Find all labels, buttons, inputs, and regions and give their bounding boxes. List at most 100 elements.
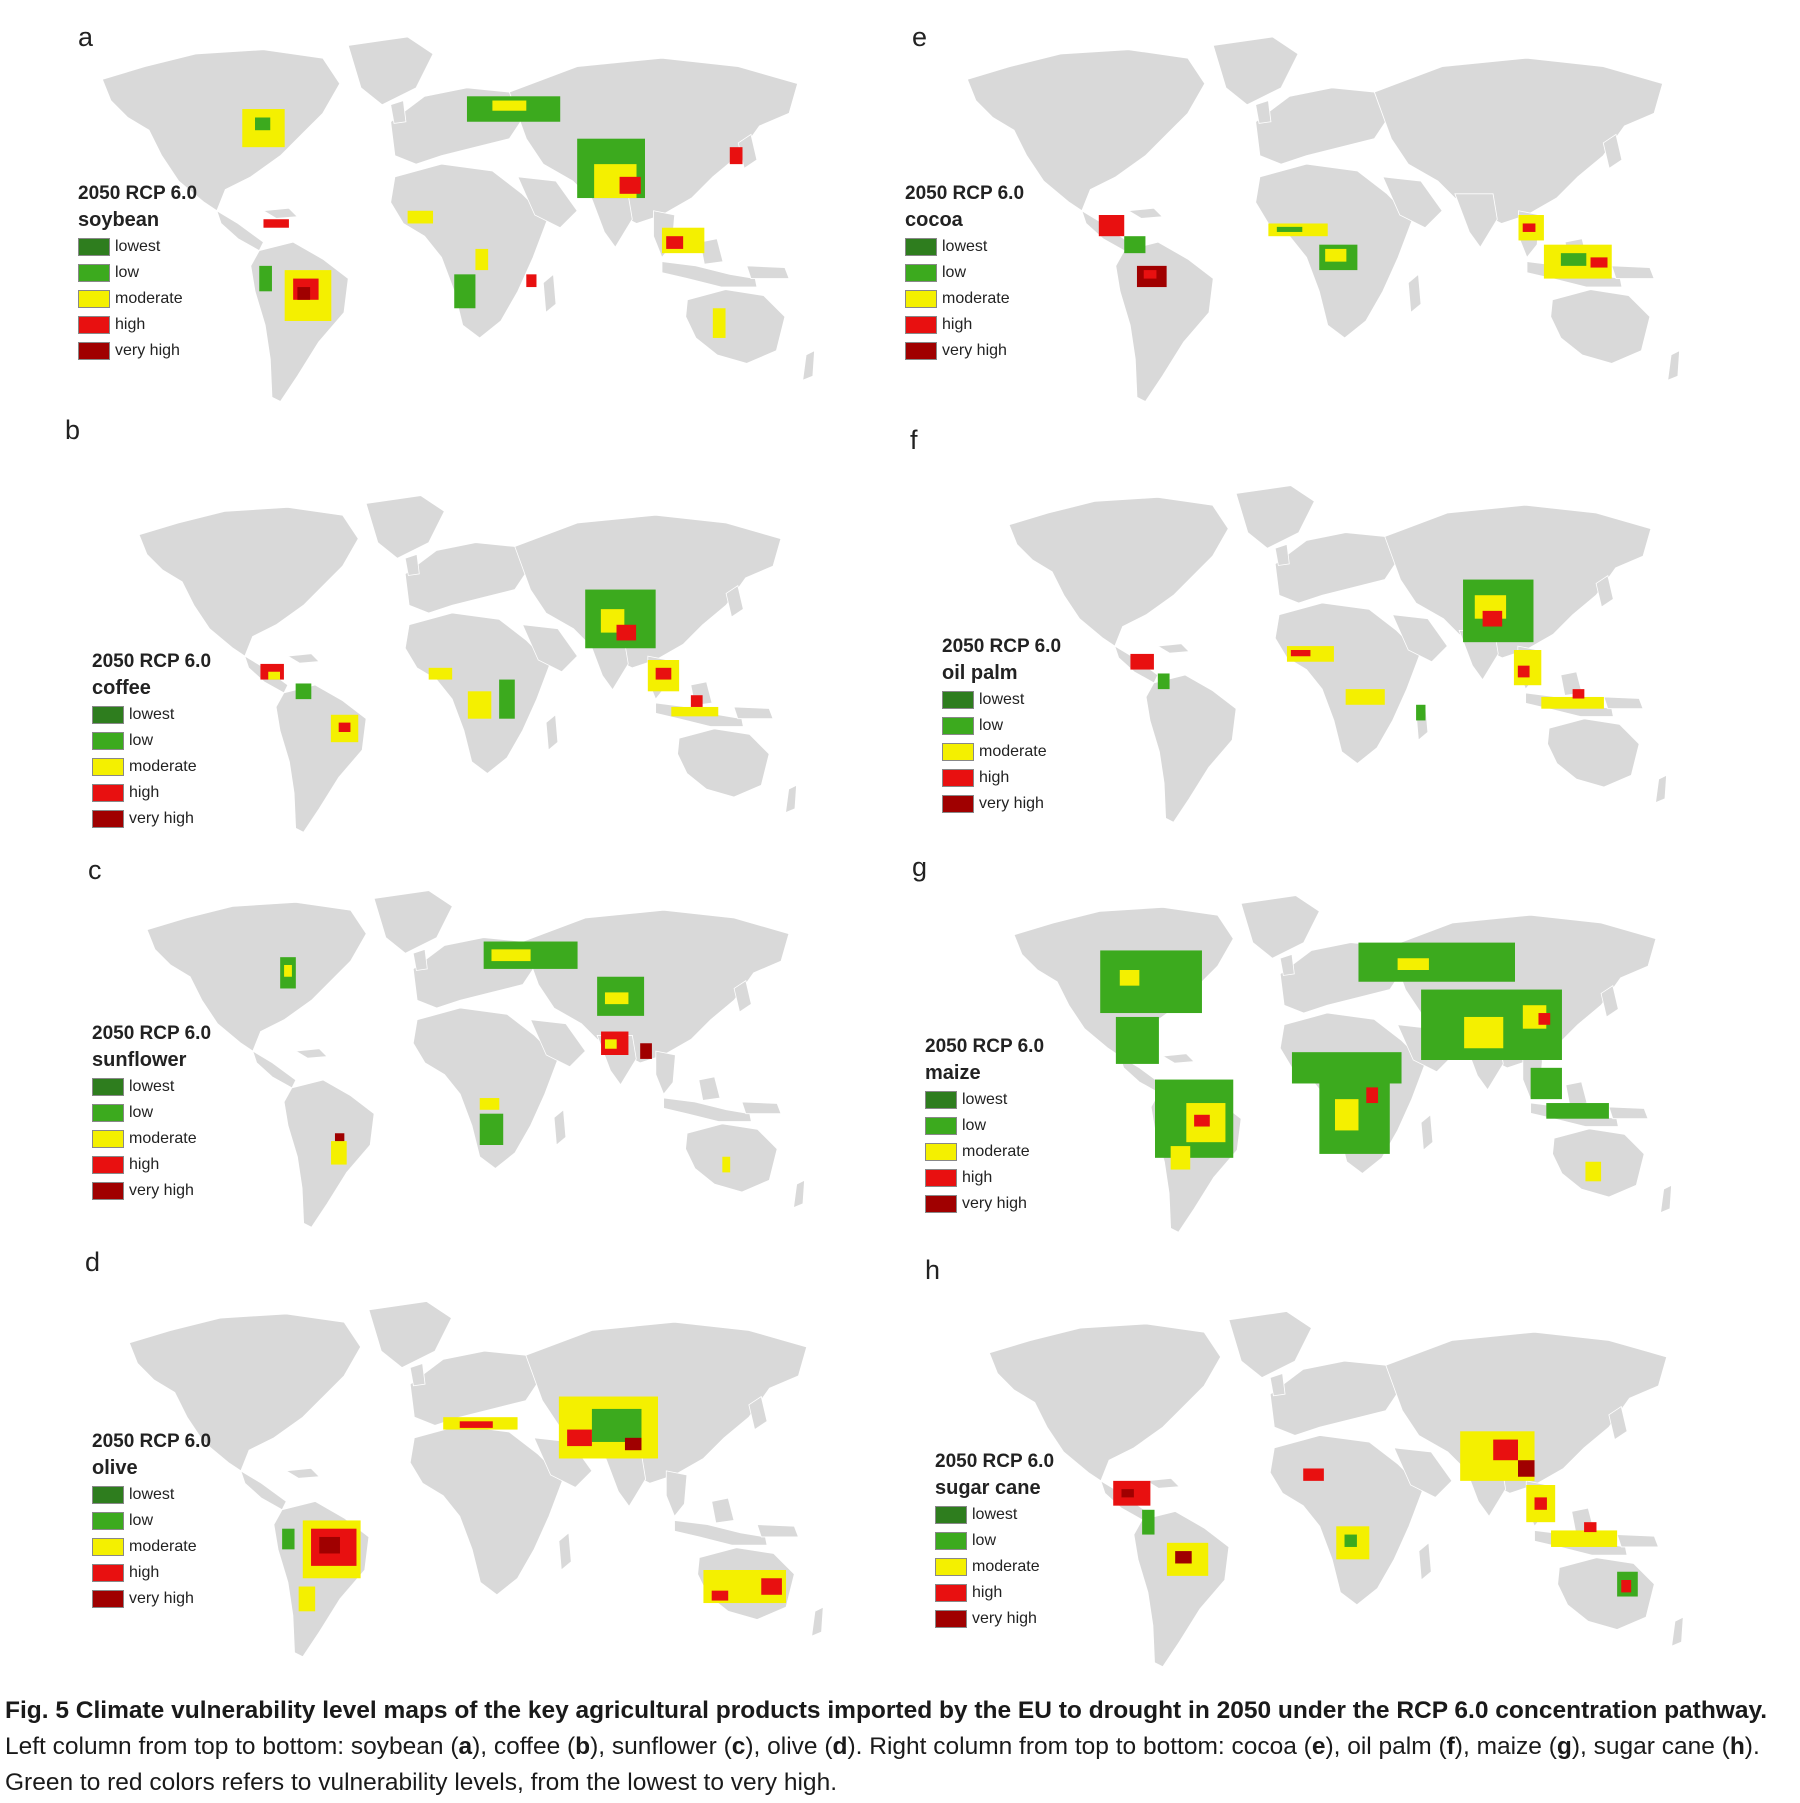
panel-letter-b: b [65,415,81,445]
legend-swatch [905,238,937,256]
legend-swatch [935,1506,967,1524]
legend-item-moderate: moderate [92,754,211,780]
panel-f: f 2050 RCP 6.0 oil palm lowest low moderat… [880,420,1700,823]
legend-crop: maize [925,1062,981,1084]
legend-item-low: low [925,1113,1044,1139]
caption-text: ), sunflower ( [590,1733,732,1760]
legend-swatch [78,290,110,308]
legend-swatch [925,1195,957,1213]
world-map-coffee [138,495,797,833]
panel-d: d 2050 RCP 6.0 olive lowest low moderate hi… [40,1247,860,1658]
legend-label: moderate [129,758,197,775]
panel-g: g 2050 RCP 6.0 maize low [880,852,1700,1250]
legend-soybean: 2050 RCP 6.0 soybean lowest low moderate hi… [78,182,197,364]
vulnerability-patches-sunflower [280,941,731,1173]
legend-item-very-high: very high [905,338,1024,364]
vulnerability-patches-oil-palm [1130,579,1604,721]
caption-text: ), coffee ( [472,1733,576,1760]
legend-item-high: high [925,1165,1044,1191]
legend-label: lowest [962,1091,1008,1108]
legend-item-moderate: moderate [92,1534,211,1560]
caption-ref-d: d [832,1733,848,1760]
legend-label: high [942,316,973,333]
legend-item-lowest: lowest [92,702,211,728]
legend-swatch [935,1584,967,1602]
legend-swatch [942,717,974,735]
legend-label: high [129,784,160,801]
legend-scenario: 2050 RCP 6.0 [78,183,198,204]
legend-item-high: high [78,312,197,338]
vulnerability-patches-olive [282,1396,787,1612]
legend-label: moderate [129,1538,197,1555]
legend-swatch [925,1143,957,1161]
caption-text: ), oil palm ( [1325,1733,1447,1760]
panel-b: b 2050 RCP 6.0 coffee lowest low moderate h… [40,415,860,833]
caption-ref-c: c [731,1733,746,1760]
caption-text: ), olive ( [745,1733,833,1760]
figure-caption: Fig. 5 Climate vulnerability level maps … [5,1693,1795,1801]
legend-swatch [92,1486,124,1504]
legend-crop: oil palm [942,662,1018,684]
legend-rows: lowest low moderate high very high [78,234,197,364]
panel-h: h 2050 RCP 6.0 sugar cane lowest low moder… [880,1255,1700,1668]
legend-rows: lowest low moderate high very high [942,687,1061,817]
legend-scenario: 2050 RCP 6.0 [935,1451,1055,1472]
legend-scenario: 2050 RCP 6.0 [92,1431,212,1452]
legend-scenario: 2050 RCP 6.0 [942,636,1062,657]
legend-swatch [92,1104,124,1122]
legend-label: low [942,264,967,281]
legend-item-moderate: moderate [905,286,1024,312]
world-map-oil-palm [1008,485,1667,823]
legend-item-very-high: very high [92,806,211,832]
caption-text: ). Right column from top to bottom: coco… [847,1733,1312,1760]
legend-label: very high [962,1195,1027,1212]
world-map-sugar-cane [988,1311,1684,1668]
panel-c: c 2050 RCP 6.0 sunflower lowest low modera… [40,855,860,1250]
legend-item-high: high [92,780,211,806]
legend-swatch [92,1130,124,1148]
legend-item-moderate: moderate [925,1139,1044,1165]
legend-swatch [935,1558,967,1576]
legend-maize: 2050 RCP 6.0 maize lowest low moderate high… [925,1035,1044,1217]
legend-swatch [92,1590,124,1608]
panel-letter-f: f [910,425,918,455]
legend-item-high: high [905,312,1024,338]
legend-item-very-high: very high [92,1178,211,1204]
legend-swatch [78,316,110,334]
legend-swatch [942,795,974,813]
vulnerability-patches-cocoa [1098,215,1612,288]
legend-label: lowest [942,238,988,255]
legend-label: very high [129,1182,194,1199]
legend-item-lowest: lowest [78,234,197,260]
legend-swatch [92,1564,124,1582]
legend-swatch [925,1117,957,1135]
legend-scenario: 2050 RCP 6.0 [925,1036,1045,1057]
legend-swatch [942,691,974,709]
legend-label: lowest [115,238,161,255]
panel-letter-e: e [912,22,928,52]
legend-swatch [905,342,937,360]
panel-letter-d: d [85,1247,101,1277]
legend-item-very-high: very high [935,1606,1054,1632]
legend-rows: lowest low moderate high very high [92,702,211,832]
legend-crop: sugar cane [935,1477,1041,1499]
vulnerability-patches-maize [1100,942,1609,1182]
legend-rows: lowest low moderate high very high [92,1074,211,1204]
legend-item-low: low [78,260,197,286]
legend-swatch [92,758,124,776]
legend-crop: olive [92,1457,138,1479]
legend-item-lowest: lowest [935,1502,1054,1528]
caption-text: ), maize ( [1454,1733,1557,1760]
legend-label: very high [129,810,194,827]
legend-cocoa: 2050 RCP 6.0 cocoa lowest low moderate high… [905,182,1024,364]
legend-swatch [935,1532,967,1550]
world-map-maize [1013,895,1672,1233]
legend-item-low: low [92,1508,211,1534]
legend-label: lowest [972,1506,1018,1523]
caption-ref-f: f [1446,1733,1455,1760]
legend-swatch [78,264,110,282]
world-map-cocoa [966,36,1680,402]
legend-crop: cocoa [905,209,963,231]
legend-label: moderate [115,290,183,307]
legend-label: very high [972,1610,1037,1627]
